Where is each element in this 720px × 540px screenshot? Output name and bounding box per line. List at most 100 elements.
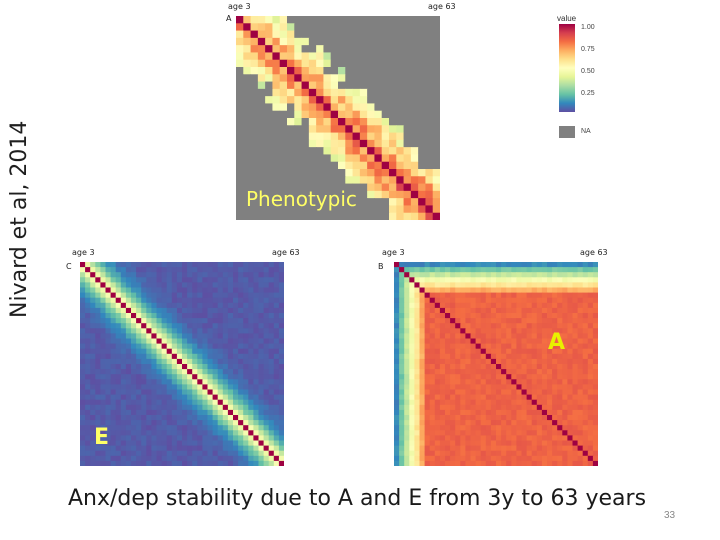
heatmap-cell — [582, 450, 589, 457]
heatmap-cell — [243, 374, 249, 380]
heatmap-cell — [207, 328, 214, 334]
heatmap-cell — [582, 425, 589, 431]
heatmap-cell — [470, 277, 477, 283]
heatmap-cell — [490, 384, 497, 390]
heatmap-cell — [253, 399, 259, 406]
heatmap-cell — [501, 409, 507, 416]
heatmap-cell — [80, 353, 86, 360]
heatmap-cell — [176, 302, 183, 309]
heatmap-cell — [536, 333, 543, 339]
heatmap-cell — [511, 404, 517, 411]
heatmap-cell — [511, 389, 517, 396]
heatmap-cell — [359, 23, 368, 32]
heatmap-cell — [105, 425, 112, 431]
heatmap-cell — [257, 16, 266, 24]
heatmap-cell — [248, 389, 254, 396]
heatmap-cell — [465, 455, 471, 462]
heatmap-cell — [485, 394, 492, 401]
heatmap-cell — [552, 267, 558, 273]
heatmap-cell — [531, 425, 538, 431]
heatmap-cell — [156, 282, 163, 288]
heatmap-cell — [470, 369, 477, 375]
heatmap-cell — [279, 154, 288, 163]
heatmap-cell — [592, 338, 598, 345]
heatmap-cell — [115, 399, 122, 406]
heatmap-cell — [521, 282, 528, 288]
heatmap-cell — [521, 364, 528, 370]
heatmap-cell — [268, 328, 275, 334]
heatmap-cell — [136, 338, 142, 345]
heatmap-cell — [409, 374, 415, 380]
heatmap-cell — [439, 445, 446, 452]
heatmap-cell — [238, 425, 244, 431]
heatmap-cell — [541, 343, 548, 350]
heatmap-cell — [197, 389, 203, 396]
heatmap-cell — [432, 132, 440, 141]
heatmap-cell — [182, 440, 188, 447]
heatmap-cell — [374, 132, 383, 141]
heatmap-cell — [105, 420, 112, 426]
heatmap-cell — [80, 389, 86, 396]
heatmap-cell — [470, 348, 477, 355]
heatmap-cell — [136, 450, 142, 457]
heatmap-cell — [125, 384, 132, 390]
heatmap-cell — [156, 445, 163, 452]
heatmap-cell — [450, 445, 456, 452]
heatmap-cell — [552, 307, 558, 314]
heatmap-cell — [577, 282, 584, 288]
heatmap-cell — [389, 169, 397, 177]
heatmap-cell — [120, 460, 127, 466]
heatmap-cell — [526, 313, 533, 319]
heatmap-cell — [439, 338, 446, 345]
heatmap-cell — [279, 190, 288, 199]
heatmap-cell — [557, 307, 563, 314]
heatmap-cell — [192, 374, 198, 380]
heatmap-cell — [166, 277, 173, 283]
heatmap-cell — [404, 318, 410, 324]
heatmap-cell — [490, 379, 497, 385]
heatmap-cell — [238, 318, 244, 324]
heatmap-cell — [330, 139, 339, 148]
heatmap-cell — [396, 183, 405, 192]
heatmap-cell — [439, 369, 446, 375]
heatmap-cell — [182, 282, 188, 288]
heatmap-cell — [572, 435, 579, 441]
heatmap-cell — [572, 374, 579, 380]
heatmap-cell — [429, 328, 436, 334]
heatmap-cell — [330, 52, 339, 61]
heatmap-cell — [187, 318, 193, 324]
heatmap-cell — [403, 81, 412, 90]
heatmap-cell — [577, 384, 584, 390]
heatmap-cell — [450, 302, 456, 309]
heatmap-cell — [418, 118, 426, 126]
heatmap-cell — [424, 440, 431, 447]
heatmap-cell — [212, 328, 219, 334]
heatmap-cell — [480, 328, 487, 334]
heatmap-cell — [567, 430, 573, 436]
heatmap-cell — [212, 364, 219, 370]
heatmap-cell — [125, 358, 132, 365]
heatmap-cell — [151, 323, 157, 329]
heatmap-cell — [501, 445, 507, 452]
heatmap-cell — [404, 415, 410, 421]
heatmap-cell — [496, 353, 502, 360]
heatmap-cell — [330, 59, 339, 68]
heatmap-cell — [217, 328, 224, 334]
heatmap-cell — [511, 277, 517, 283]
heatmap-cell — [131, 399, 137, 406]
heatmap-cell — [279, 103, 288, 112]
heatmap-cell — [85, 450, 91, 457]
heatmap-cell — [187, 282, 193, 288]
heatmap-cell — [105, 302, 112, 309]
heatmap-cell — [258, 404, 265, 411]
heatmap-cell — [95, 292, 101, 299]
heatmap-cell — [338, 205, 346, 214]
heatmap-cell — [156, 358, 163, 365]
heatmap-cell — [227, 440, 234, 447]
heatmap-cell — [120, 358, 127, 365]
heatmap-cell — [125, 364, 132, 370]
heatmap-cell — [536, 282, 543, 288]
heatmap-cell — [567, 374, 573, 380]
heatmap-cell — [403, 169, 412, 177]
heatmap-cell — [381, 154, 390, 163]
